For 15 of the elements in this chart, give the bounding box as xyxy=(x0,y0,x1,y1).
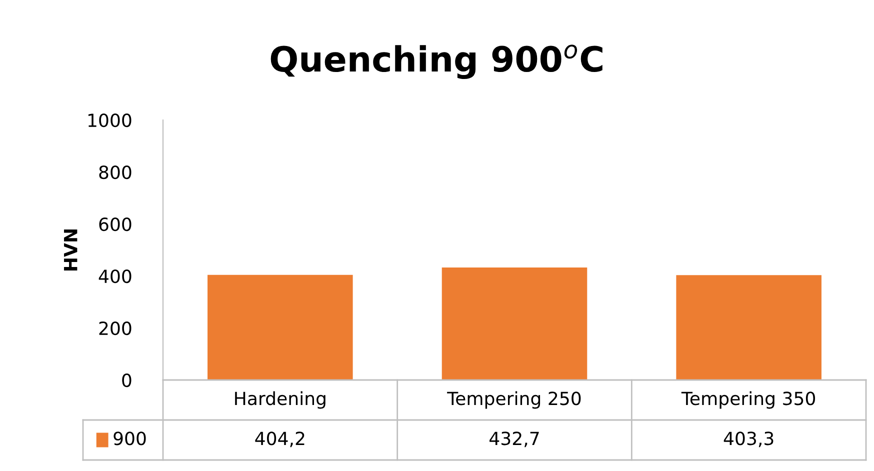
data-label: 432,7 xyxy=(490,432,539,448)
y-axis-title: HVN xyxy=(64,230,78,270)
y-tick-label: 400 xyxy=(98,269,132,284)
data-label: 404,2 xyxy=(255,432,304,448)
x-tick-label: Tempering 250 xyxy=(447,391,581,409)
y-tick-label: 600 xyxy=(99,217,132,232)
chart-title: Quenching 900$^{o}$C xyxy=(270,44,602,80)
legend-label: 900 xyxy=(114,432,146,446)
data-label: 403,3 xyxy=(724,432,774,448)
y-tick-label: 0 xyxy=(122,373,132,388)
y-tick-label: 800 xyxy=(99,165,132,180)
x-tick-label: Hardening xyxy=(235,391,326,409)
y-tick-label: 1000 xyxy=(88,113,132,128)
x-tick-label: Tempering 350 xyxy=(681,391,816,409)
y-tick-label: 200 xyxy=(99,321,132,336)
